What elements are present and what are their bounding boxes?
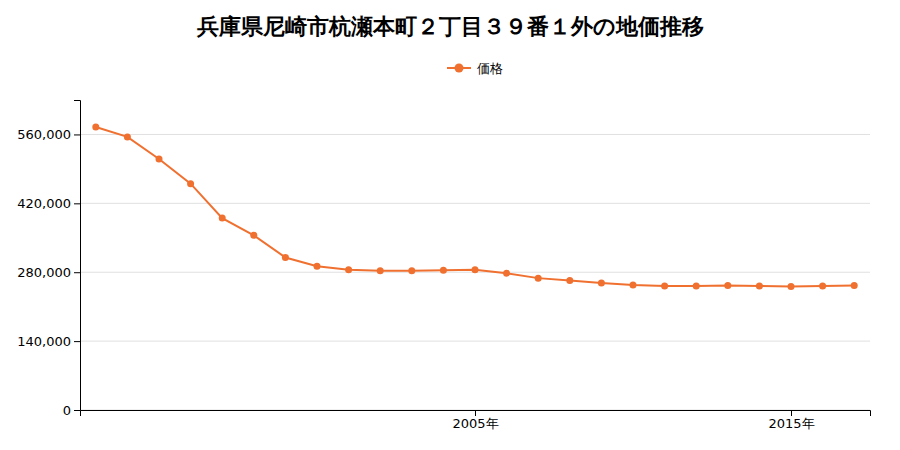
marker — [92, 124, 99, 131]
legend-swatch-marker — [455, 64, 464, 73]
marker — [788, 283, 795, 290]
marker — [566, 277, 573, 284]
y-tick: 420,000 — [17, 196, 80, 211]
y-tick-mark — [74, 410, 80, 411]
marker — [250, 232, 257, 239]
x-axis-line — [81, 411, 871, 417]
grid-line — [80, 341, 870, 342]
y-tick-mark — [74, 134, 80, 135]
marker — [314, 263, 321, 270]
legend-entry: 価格 — [447, 61, 503, 76]
chart: 兵庫県尼崎市杭瀬本町２丁目３９番１外の地価推移 2005年 2015年 0 140,00… — [0, 0, 900, 450]
y-tick-label: 0 — [63, 403, 71, 418]
marker — [124, 133, 131, 140]
y-tick: 0 — [63, 403, 80, 418]
y-axis: 0 140,000 280,000 420,000 560,000 — [17, 101, 80, 418]
marker — [156, 156, 163, 163]
grid-line — [80, 134, 870, 135]
marker — [345, 266, 352, 273]
marker — [187, 180, 194, 187]
marker — [219, 215, 226, 222]
marker — [282, 254, 289, 261]
marker — [661, 283, 668, 290]
grid-line — [80, 203, 870, 204]
line — [96, 127, 854, 286]
marker — [535, 275, 542, 282]
x-tick-mark — [791, 410, 792, 416]
marker — [630, 282, 637, 289]
y-tick-label: 420,000 — [17, 196, 71, 211]
marker — [724, 282, 731, 289]
title: 兵庫県尼崎市杭瀬本町２丁目３９番１外の地価推移 — [196, 14, 704, 39]
x-tick-label: 2005年 — [452, 416, 498, 431]
y-tick: 560,000 — [17, 127, 80, 142]
marker — [408, 267, 415, 274]
marker — [503, 270, 510, 277]
x-axis: 2005年 2015年 — [81, 410, 871, 431]
y-tick-mark — [74, 203, 80, 204]
y-tick-mark — [74, 272, 80, 273]
x-tick: 2005年 — [452, 410, 498, 431]
series-group — [92, 124, 857, 290]
x-tick-label: 2015年 — [768, 416, 814, 431]
plot-area: 2005年 2015年 0 140,000 280,000 420,000 560,000 — [17, 101, 870, 432]
legend-label: 価格 — [477, 61, 503, 76]
marker — [756, 283, 763, 290]
y-tick-label: 280,000 — [17, 265, 71, 280]
legend: 価格 — [447, 61, 503, 76]
marker — [598, 280, 605, 287]
marker — [377, 267, 384, 274]
y-tick-label: 560,000 — [17, 127, 71, 142]
x-tick: 2015年 — [768, 410, 814, 431]
marker — [472, 266, 479, 273]
y-tick-label: 140,000 — [17, 334, 71, 349]
y-tick: 280,000 — [17, 265, 80, 280]
marker — [440, 267, 447, 274]
y-tick: 140,000 — [17, 334, 80, 349]
y-tick-mark — [74, 341, 80, 342]
marker — [693, 283, 700, 290]
grid — [80, 134, 870, 410]
marker — [851, 282, 858, 289]
marker — [819, 283, 826, 290]
y-axis-line — [74, 101, 81, 411]
x-tick-mark — [475, 410, 476, 416]
